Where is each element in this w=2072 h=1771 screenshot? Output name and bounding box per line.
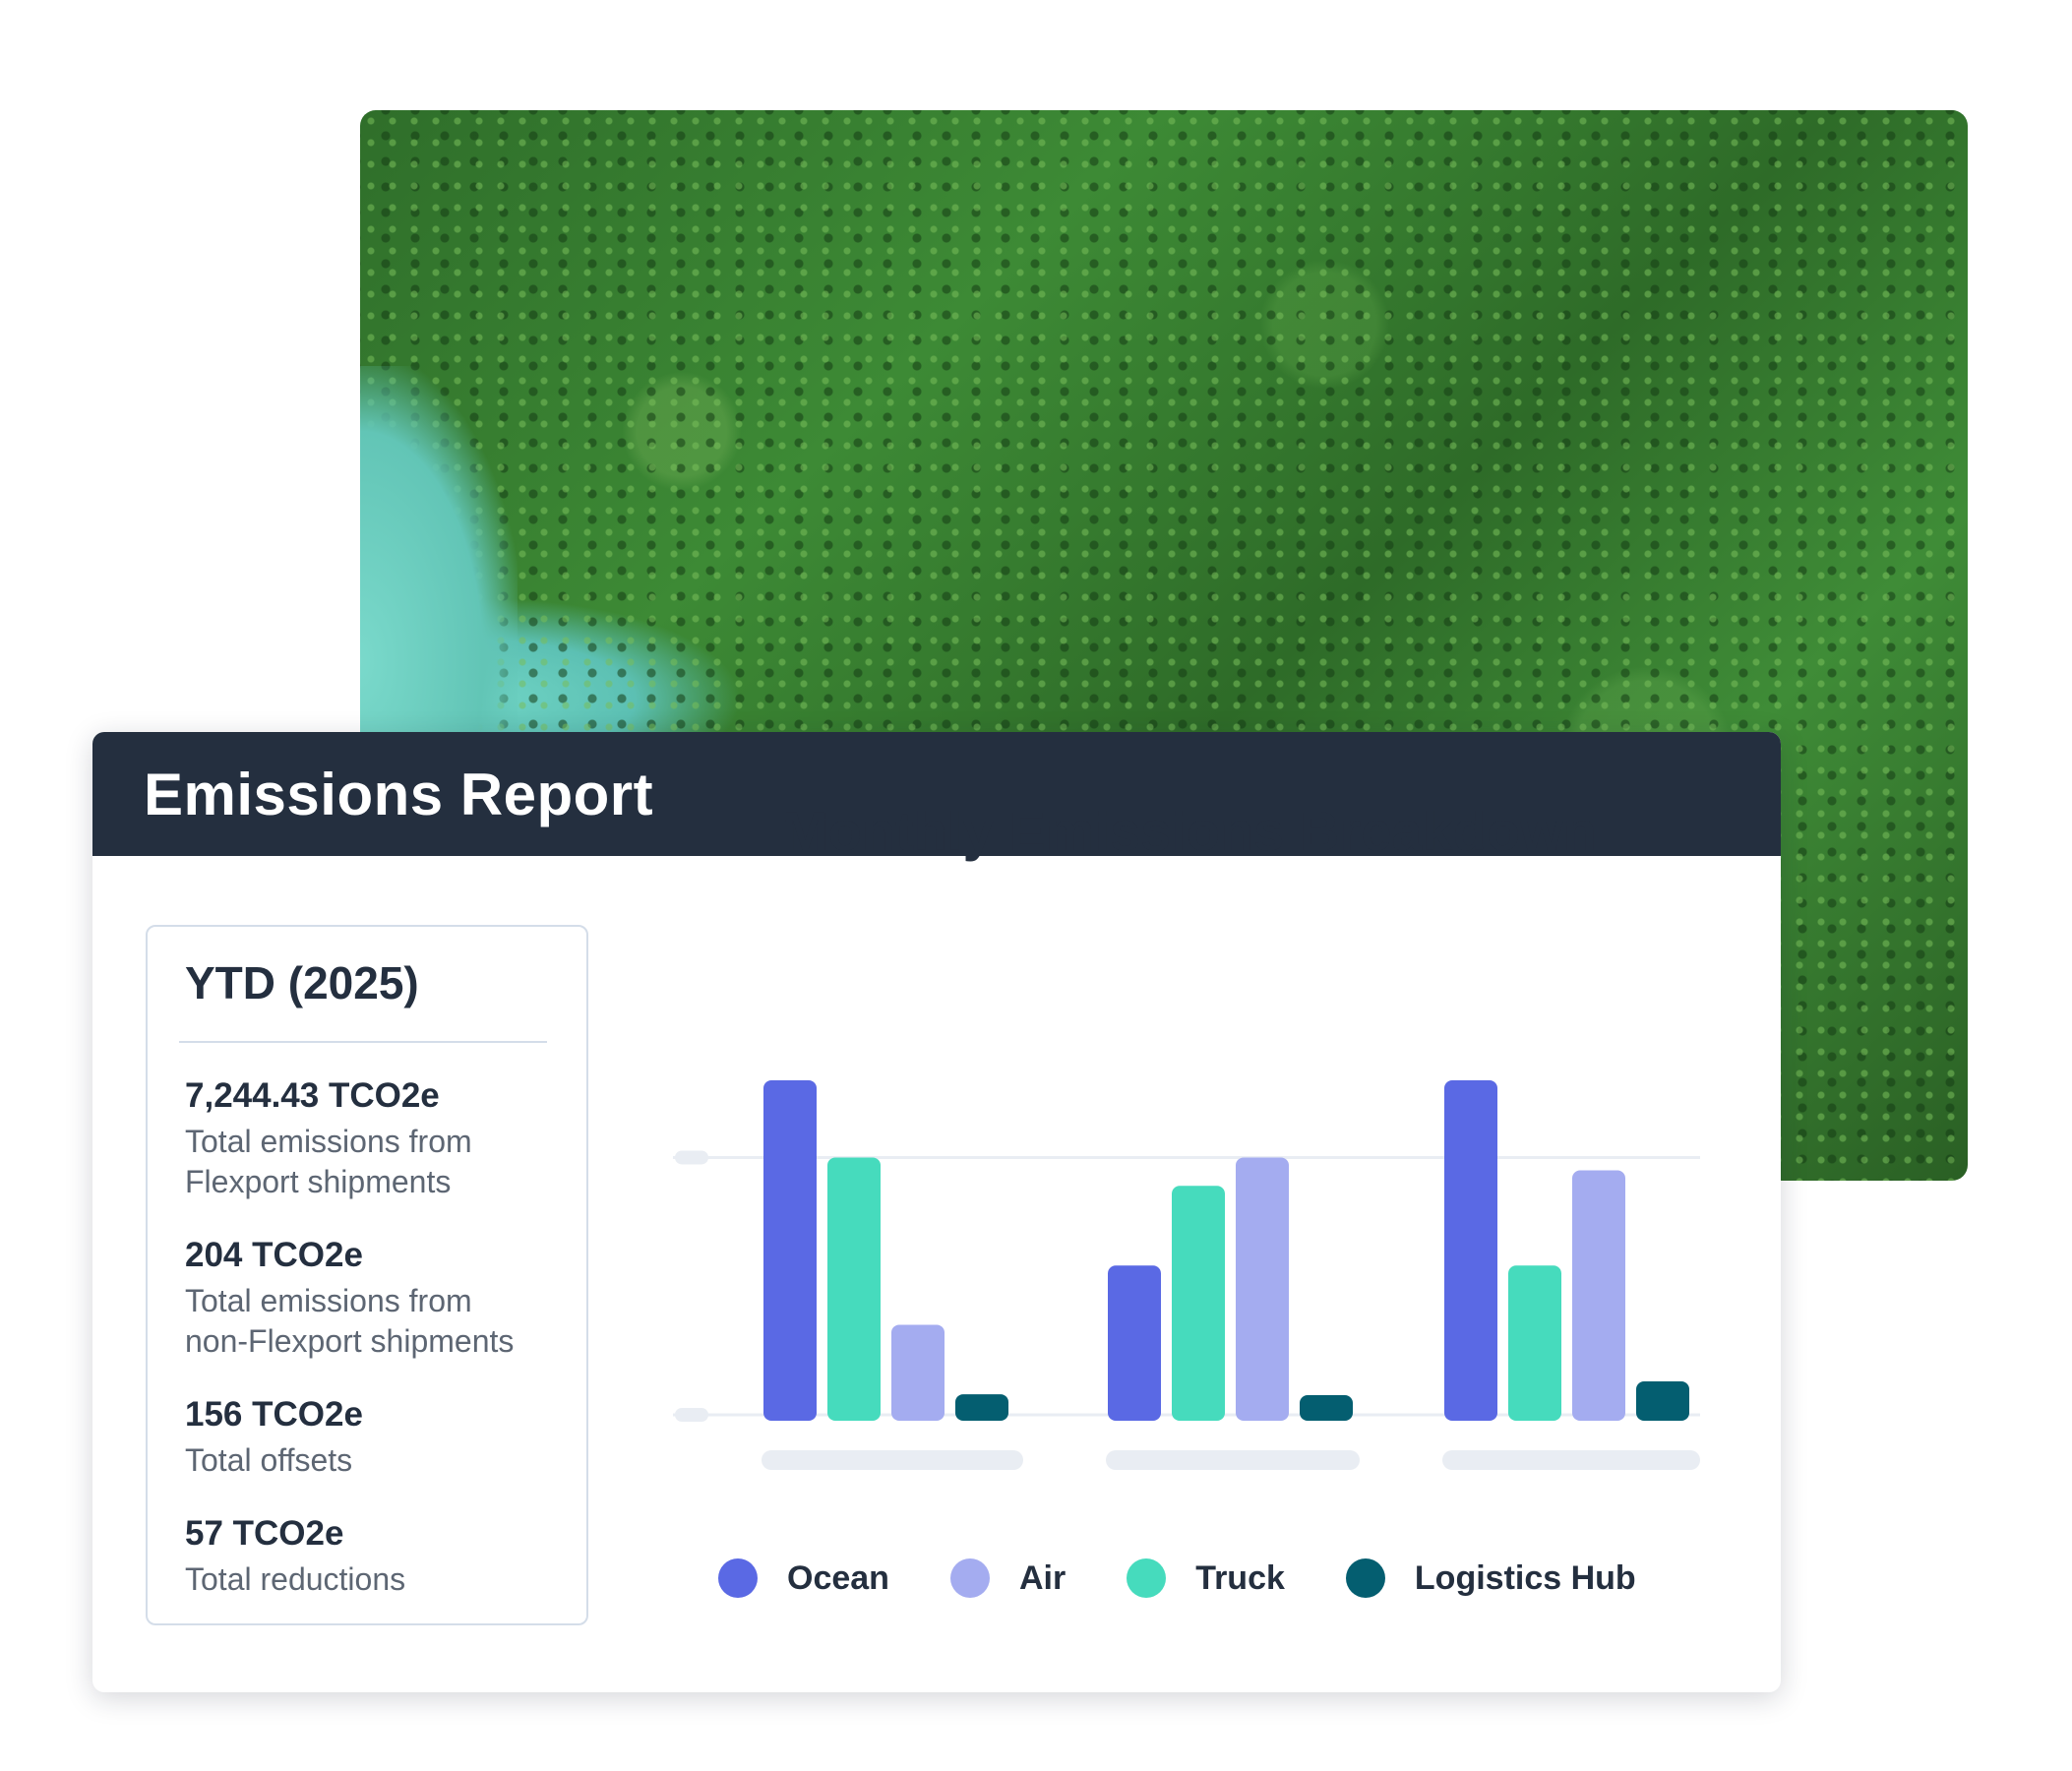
stat-label-line: non-Flexport shipments (185, 1323, 515, 1359)
legend-swatch-logistics-hub (1345, 1558, 1385, 1598)
ytd-title: YTD (2025) (185, 957, 419, 1008)
legend-label: Truck (1195, 1558, 1285, 1597)
report-title: Emissions Report (144, 761, 654, 827)
bar-truck (827, 1157, 881, 1421)
category-label-placeholder (1442, 1450, 1700, 1470)
bar-truck (1508, 1265, 1561, 1421)
legend-label: Logistics Hub (1414, 1558, 1636, 1597)
chart-title: Monthly Emissions Breakdown (782, 800, 1597, 862)
stat-value: 156 TCO2e (185, 1395, 363, 1434)
bar-air (1236, 1157, 1289, 1421)
stat-value: 7,244.43 TCO2e (185, 1076, 440, 1115)
bar-ocean (1108, 1265, 1161, 1421)
stat-flexport-emissions: 7,244.43 TCO2e Total emissions from Flex… (185, 1076, 549, 1202)
stat-value: 204 TCO2e (185, 1236, 363, 1274)
bar-air (891, 1324, 945, 1421)
stat-reductions: 57 TCO2e Total reductions (185, 1514, 549, 1600)
legend-label: Ocean (787, 1558, 889, 1597)
bar-logistics-hub (1300, 1395, 1353, 1421)
legend-item-ocean: Ocean (718, 1558, 889, 1598)
y-tick-placeholder (675, 1150, 708, 1165)
stat-value: 57 TCO2e (185, 1514, 344, 1553)
ytd-summary: YTD (2025) 7,244.43 TCO2e Total emission… (146, 925, 588, 1625)
stat-non-flexport-emissions: 204 TCO2e Total emissions from non-Flexp… (185, 1236, 549, 1362)
report-header: Emissions Report (92, 732, 1781, 856)
category-label-placeholder (1106, 1450, 1360, 1470)
legend-swatch-truck (1127, 1558, 1167, 1598)
legend-item-logistics-hub: Logistics Hub (1345, 1558, 1636, 1598)
category-label-placeholder (762, 1450, 1023, 1470)
bar-truck (1172, 1186, 1225, 1421)
bar-ocean (763, 1080, 817, 1421)
legend-swatch-air (949, 1558, 990, 1598)
legend-item-air: Air (949, 1558, 1066, 1598)
legend-swatch-ocean (718, 1558, 758, 1598)
legend-item-truck: Truck (1127, 1558, 1285, 1598)
legend-label: Air (1018, 1558, 1066, 1597)
stat-label-line: Total emissions from (185, 1283, 472, 1318)
bar-air (1572, 1170, 1625, 1421)
bar-logistics-hub (955, 1394, 1008, 1421)
stat-label: Total emissions from non-Flexport shipme… (185, 1281, 549, 1362)
bar-logistics-hub (1636, 1381, 1689, 1421)
emissions-report-card: Emissions Report YTD (2025) 7,244.43 TCO… (92, 732, 1781, 1692)
stat-label: Total offsets (185, 1442, 353, 1478)
bar-ocean (1444, 1080, 1497, 1421)
stat-label-line: Flexport shipments (185, 1164, 452, 1199)
stat-label-line: Total emissions from (185, 1124, 472, 1159)
y-tick-placeholder (675, 1408, 708, 1422)
stat-label: Total emissions from Flexport shipments (185, 1122, 549, 1202)
stat-offsets: 156 TCO2e Total offsets (185, 1395, 549, 1481)
ytd-divider (179, 1041, 547, 1043)
emissions-bar-chart (673, 1080, 1700, 1470)
chart-legend: Ocean Air Truck Logistics Hub (718, 1558, 1697, 1598)
stat-label: Total reductions (185, 1561, 406, 1597)
